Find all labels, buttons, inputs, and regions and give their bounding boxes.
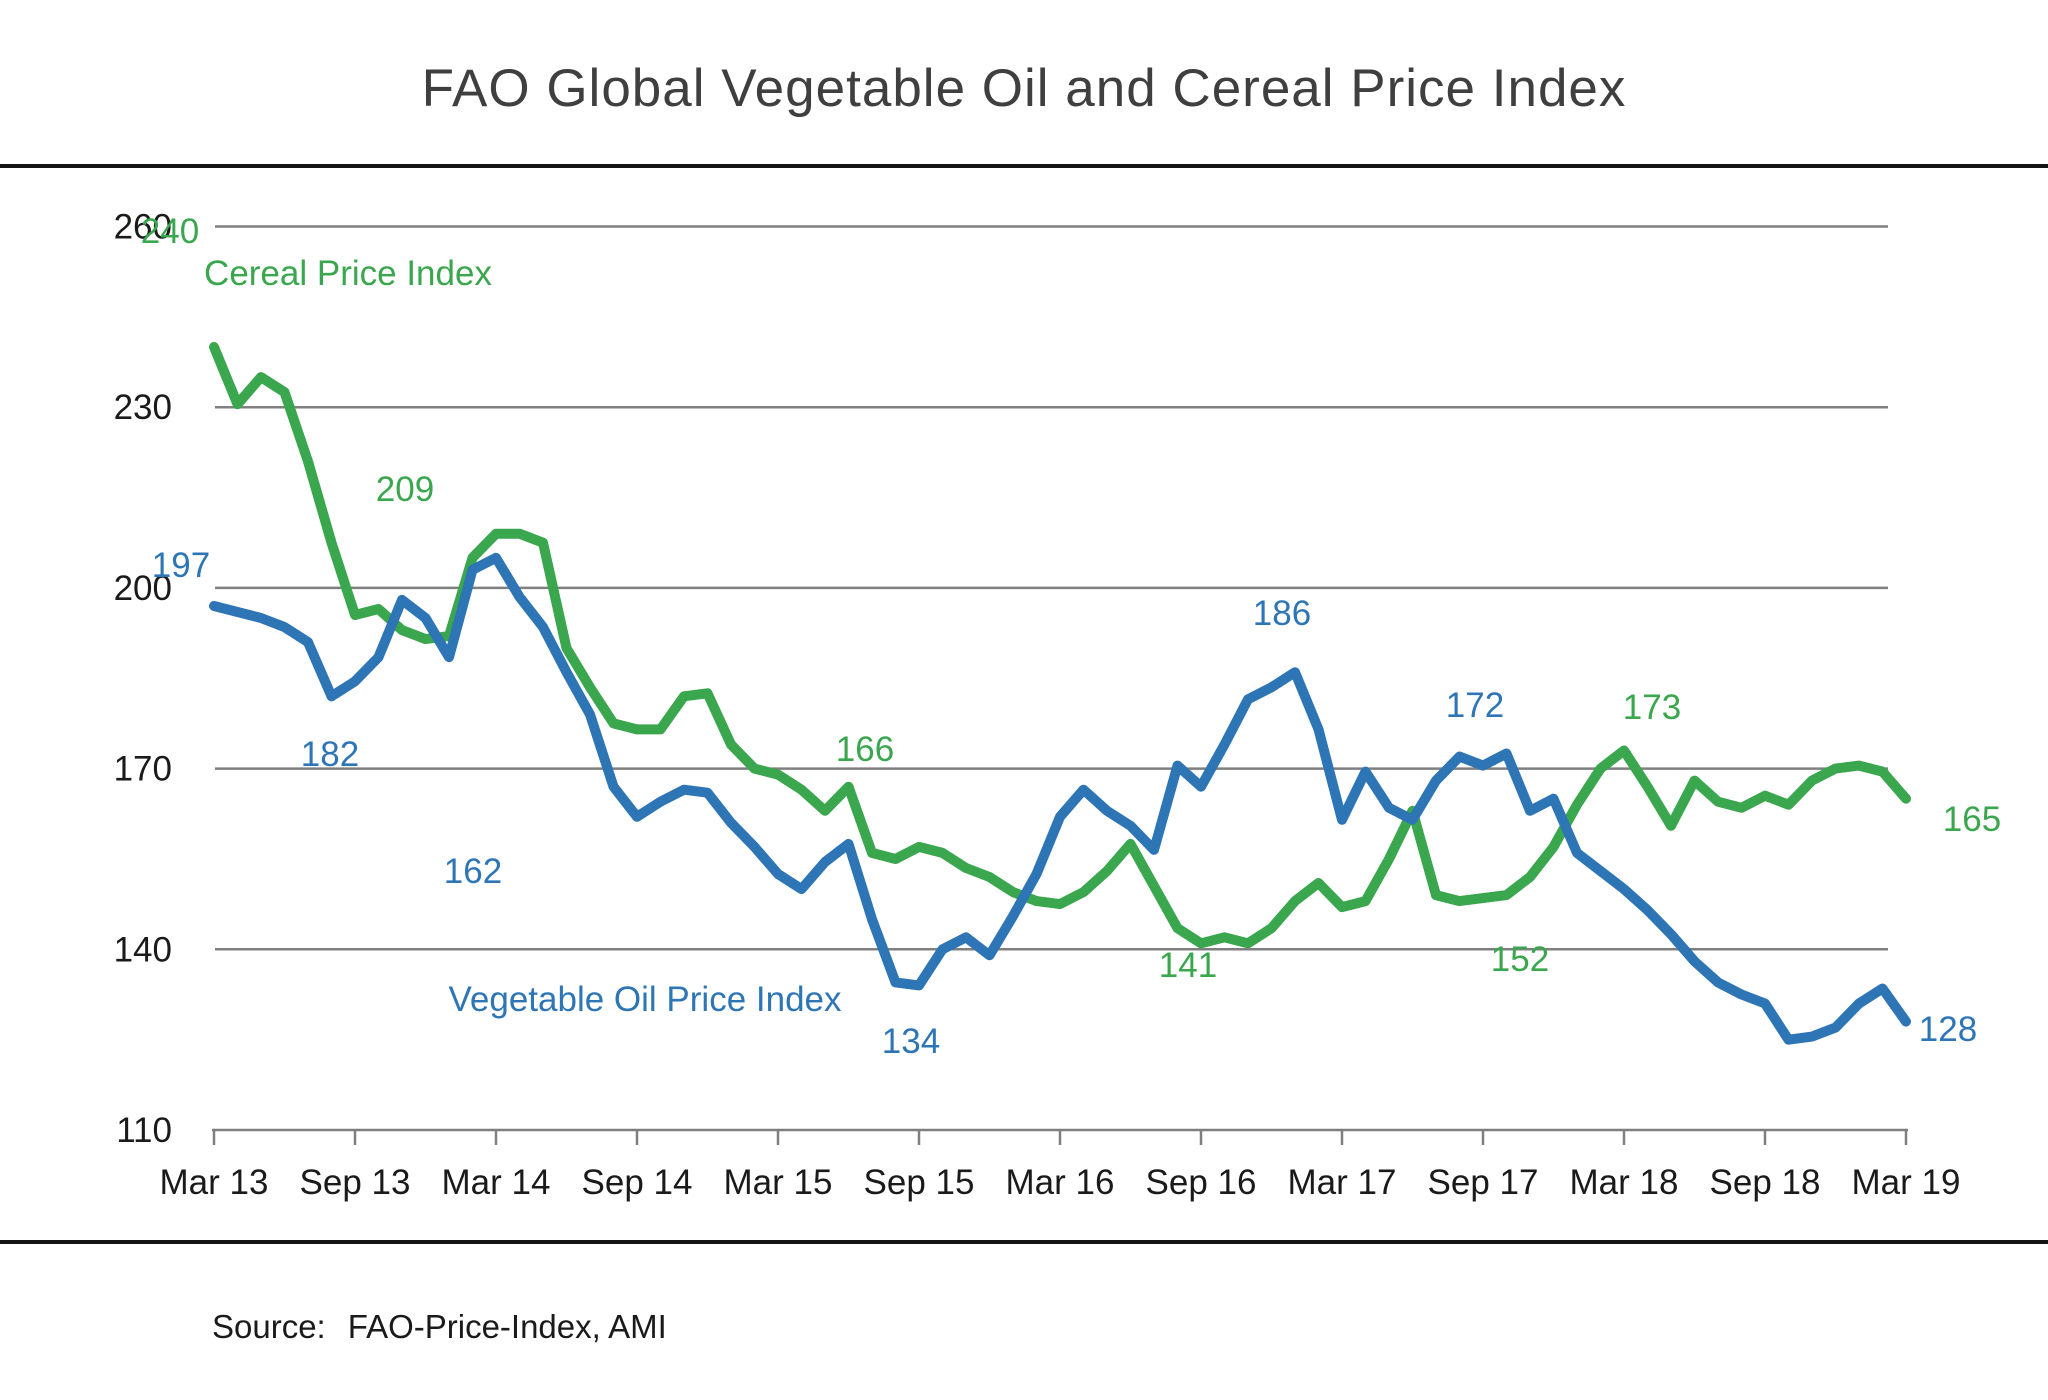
annotation-162: 162 — [443, 852, 503, 891]
x-tick-label: Sep 15 — [864, 1163, 975, 1202]
y-tick-label: 110 — [116, 1111, 172, 1150]
x-tick-label: Mar 19 — [1852, 1163, 1961, 1202]
annotation-166: 166 — [835, 730, 895, 769]
annotation-165: 165 — [1942, 800, 2002, 839]
x-tick-label: Mar 14 — [442, 1163, 551, 1202]
annotation-240: 240 — [140, 212, 200, 251]
cereal-price-line — [209, 342, 1911, 949]
source-label: Source: — [212, 1308, 326, 1345]
annotation-134: 134 — [881, 1022, 941, 1061]
y-tick-label: 170 — [114, 750, 172, 789]
annotation-182: 182 — [300, 735, 360, 774]
top-rule — [0, 164, 2048, 168]
annotation-141: 141 — [1158, 946, 1218, 985]
y-tick-label: 140 — [114, 930, 172, 969]
x-tick-label: Mar 17 — [1288, 1163, 1397, 1202]
x-tick-label: Mar 16 — [1006, 1163, 1115, 1202]
x-tick-label: Mar 18 — [1570, 1163, 1679, 1202]
annotation-209: 209 — [375, 470, 435, 509]
x-tick-label: Mar 15 — [724, 1163, 833, 1202]
x-tick-label: Sep 16 — [1146, 1163, 1257, 1202]
y-tick-label: 230 — [114, 388, 172, 427]
annotation-197: 197 — [151, 546, 211, 585]
source-note: Source: FAO-Price-Index, AMI — [212, 1308, 667, 1346]
x-tick-label: Sep 18 — [1710, 1163, 1821, 1202]
annotation-128: 128 — [1918, 1010, 1978, 1049]
chart-title: FAO Global Vegetable Oil and Cereal Pric… — [421, 59, 1627, 118]
annotation-vegetable-oil-price-index: Vegetable Oil Price Index — [448, 980, 842, 1019]
annotation-172: 172 — [1445, 686, 1505, 725]
y-tick-label: 200 — [114, 569, 172, 608]
x-tick-label: Sep 14 — [582, 1163, 693, 1202]
x-tick-label: Sep 17 — [1428, 1163, 1539, 1202]
x-tick-label: Mar 13 — [160, 1163, 269, 1202]
y-tick-label: 260 — [114, 208, 172, 247]
annotation-173: 173 — [1622, 688, 1682, 727]
annotation-152: 152 — [1490, 940, 1550, 979]
source-value: FAO-Price-Index, AMI — [347, 1308, 667, 1345]
bottom-rule — [0, 1240, 2048, 1244]
annotation-cereal-price-index: Cereal Price Index — [204, 254, 492, 293]
x-tick-label: Sep 13 — [300, 1163, 411, 1202]
annotation-186: 186 — [1252, 594, 1312, 633]
vegetable-oil-price-line — [209, 552, 1911, 1045]
